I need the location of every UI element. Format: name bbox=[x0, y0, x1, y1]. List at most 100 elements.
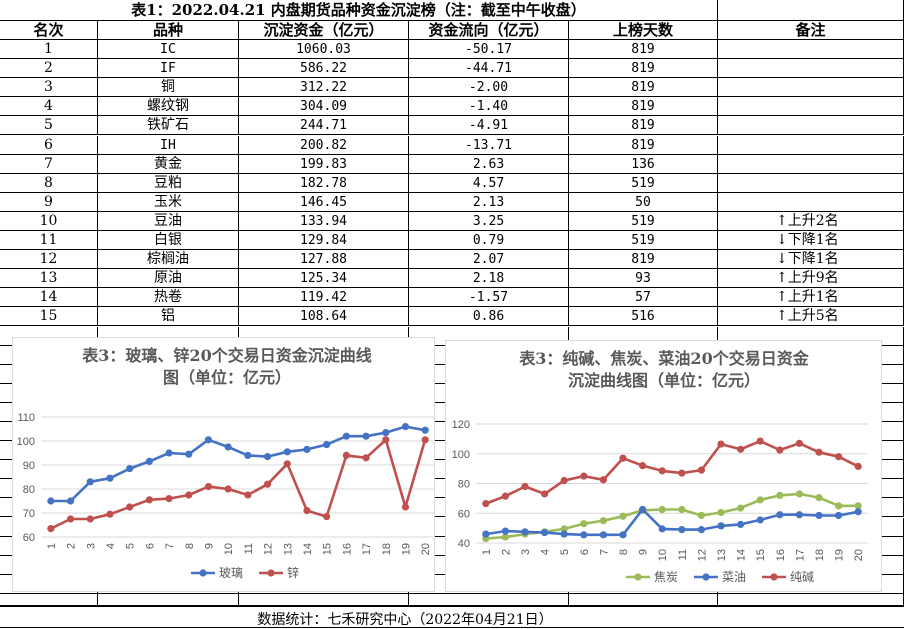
table-cell: 6 bbox=[0, 135, 98, 155]
y-tick-label: 40 bbox=[458, 538, 470, 550]
y-tick-label: 90 bbox=[23, 460, 35, 472]
data-point bbox=[482, 530, 490, 538]
data-point bbox=[86, 515, 94, 523]
x-tick-label: 4 bbox=[105, 543, 117, 549]
table-cell: 2.07 bbox=[409, 250, 569, 270]
column-header: 沉淀资金（亿元） bbox=[239, 21, 409, 40]
table-cell: 5 bbox=[0, 116, 98, 136]
x-tick-label: 12 bbox=[696, 549, 708, 561]
table-cell bbox=[718, 59, 904, 79]
legend-marker bbox=[199, 569, 207, 577]
table-cell bbox=[718, 116, 904, 136]
table-cell: 豆粕 bbox=[98, 173, 239, 193]
data-point bbox=[619, 512, 627, 520]
data-point bbox=[854, 508, 862, 516]
data-point bbox=[263, 480, 272, 488]
table-cell: 螺纹钢 bbox=[98, 97, 239, 117]
data-point bbox=[737, 504, 745, 512]
table-cell: 铝 bbox=[98, 307, 239, 327]
data-point bbox=[717, 508, 725, 517]
legend-label: 菜油 bbox=[722, 570, 746, 584]
table-cell: 819 bbox=[569, 78, 718, 98]
data-point bbox=[303, 507, 311, 515]
table-cell: -1.57 bbox=[409, 288, 569, 308]
table-cell: 豆油 bbox=[98, 211, 239, 231]
empty-cell bbox=[718, 593, 904, 606]
column-header: 资金流向（亿元） bbox=[409, 21, 569, 40]
table-cell: 12 bbox=[0, 250, 98, 270]
data-point bbox=[165, 495, 173, 503]
table-cell bbox=[718, 78, 904, 98]
data-point bbox=[362, 432, 370, 440]
table-cell: 133.94 bbox=[239, 211, 409, 231]
data-point bbox=[678, 526, 686, 534]
x-tick-label: 9 bbox=[638, 549, 650, 555]
x-tick-label: 19 bbox=[400, 543, 412, 555]
table-cell: 127.88 bbox=[239, 250, 409, 270]
data-point bbox=[619, 531, 627, 539]
data-point bbox=[854, 462, 862, 470]
table-cell: 819 bbox=[569, 116, 718, 136]
data-point bbox=[756, 496, 764, 504]
table-cell: 3 bbox=[0, 78, 98, 98]
empty-cell bbox=[569, 593, 718, 606]
data-point bbox=[599, 531, 607, 539]
data-point bbox=[165, 449, 173, 457]
y-tick-label: 60 bbox=[23, 532, 35, 544]
data-point bbox=[263, 453, 272, 461]
x-tick-label: 2 bbox=[66, 543, 78, 549]
x-tick-label: 12 bbox=[263, 543, 275, 555]
table-title: 表1：2022.04.21 内盘期货品种资金沉淀榜（注：截至中午收盘） bbox=[0, 0, 718, 21]
data-point bbox=[126, 503, 134, 511]
data-point bbox=[795, 439, 803, 447]
table-cell: 铁矿石 bbox=[98, 116, 239, 136]
column-header: 上榜天数 bbox=[569, 21, 718, 40]
table-cell: IC bbox=[98, 40, 239, 60]
table-cell: 0.86 bbox=[409, 307, 569, 327]
data-point bbox=[47, 497, 55, 505]
table-cell: -2.00 bbox=[409, 78, 569, 98]
data-point bbox=[815, 511, 823, 520]
data-point bbox=[204, 436, 213, 444]
data-point bbox=[342, 451, 350, 459]
table-cell: 7 bbox=[0, 154, 98, 174]
data-point bbox=[756, 516, 764, 524]
chart-title: 沉淀曲线图（单位：亿元） bbox=[568, 371, 760, 390]
data-point bbox=[501, 533, 509, 541]
table-cell bbox=[718, 192, 904, 212]
y-tick-label: 100 bbox=[17, 436, 35, 448]
data-point bbox=[145, 457, 153, 465]
table-cell: 199.83 bbox=[239, 154, 409, 174]
data-point bbox=[126, 465, 134, 473]
data-point bbox=[658, 467, 666, 475]
data-point bbox=[244, 451, 252, 459]
data-point bbox=[560, 530, 568, 538]
soda-coke-rapeseed-chart: 表3：纯碱、焦炭、菜油20个交易日资金 沉淀曲线图（单位：亿元） 40 60 80 100… bbox=[445, 340, 882, 592]
table-cell: 519 bbox=[569, 231, 718, 251]
data-point bbox=[737, 520, 745, 529]
data-point bbox=[204, 483, 213, 491]
data-point bbox=[521, 528, 529, 536]
data-point bbox=[599, 476, 607, 484]
glass-zinc-chart: 表3：玻璃、锌20个交易日资金沉淀曲线 图（单位：亿元） 60 70 80 90 100 11… bbox=[12, 337, 435, 592]
data-point bbox=[697, 466, 705, 474]
table-cell: 819 bbox=[569, 250, 718, 270]
x-tick-label: 8 bbox=[184, 543, 196, 549]
y-tick-label: 60 bbox=[458, 508, 470, 520]
chart-title: 表3：玻璃、锌20个交易日资金沉淀曲线 bbox=[81, 346, 371, 365]
data-point bbox=[401, 423, 410, 431]
table-cell: 586.22 bbox=[239, 59, 409, 79]
data-point bbox=[835, 453, 843, 461]
x-tick-label: 18 bbox=[814, 549, 826, 561]
table-cell: ↑上升1名 bbox=[718, 288, 904, 308]
data-point bbox=[776, 491, 784, 499]
table-cell: 14 bbox=[0, 288, 98, 308]
data-point bbox=[776, 446, 784, 454]
table-cell: 白银 bbox=[98, 231, 239, 251]
table-cell: -1.40 bbox=[409, 97, 569, 117]
table-cell: 8 bbox=[0, 173, 98, 193]
data-point bbox=[106, 510, 114, 518]
table-cell: 819 bbox=[569, 135, 718, 155]
table-cell: 11 bbox=[0, 231, 98, 251]
table-cell: 1060.03 bbox=[239, 40, 409, 60]
